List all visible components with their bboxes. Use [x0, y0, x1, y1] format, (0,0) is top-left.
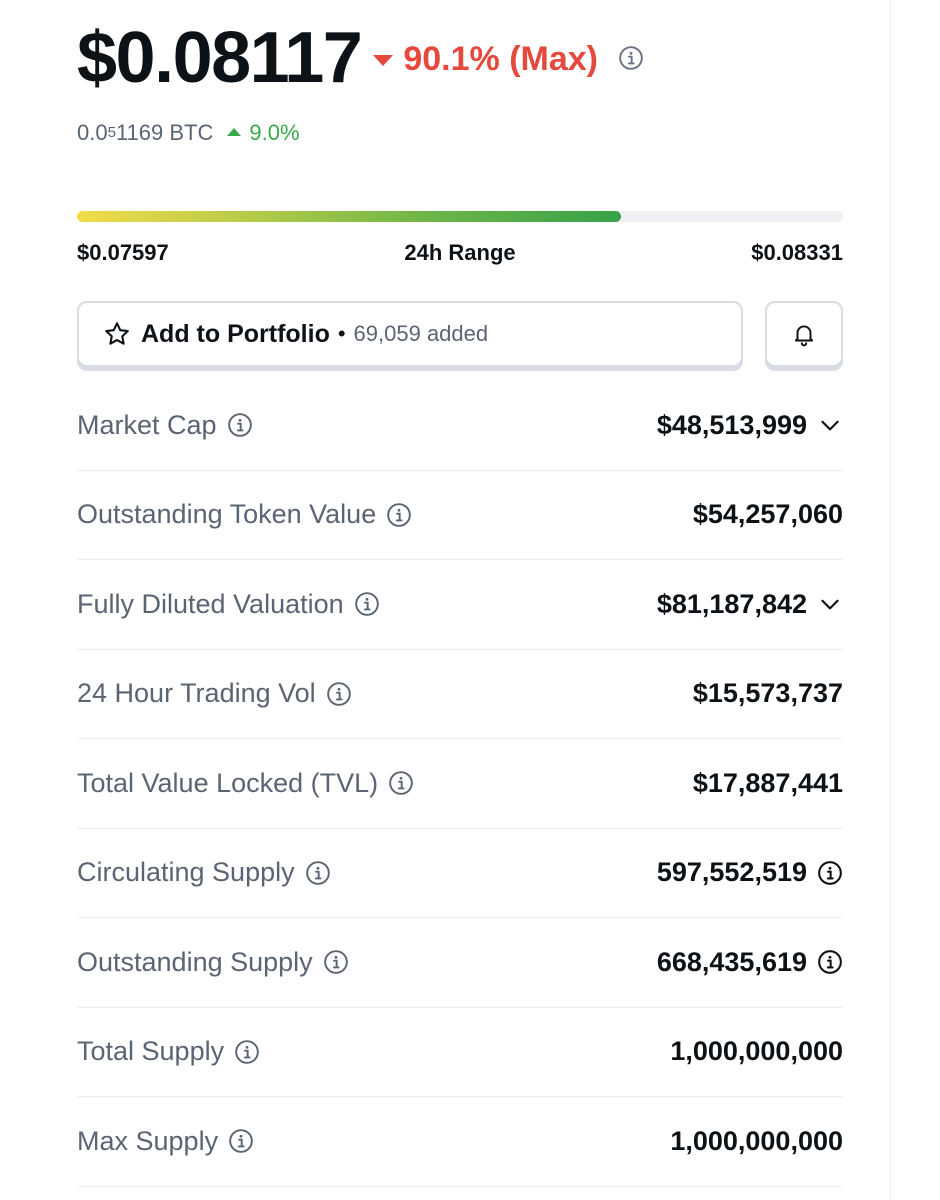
- price-alert-button[interactable]: [765, 301, 843, 367]
- info-icon[interactable]: [388, 770, 414, 796]
- stat-label: Total Supply: [77, 1036, 260, 1067]
- stat-label: Fully Diluted Valuation: [77, 589, 380, 620]
- stat-label-text: Outstanding Token Value: [77, 499, 377, 530]
- chevron-down-icon[interactable]: [817, 412, 843, 438]
- stat-value-text: $48,513,999: [656, 409, 807, 440]
- info-icon[interactable]: [386, 502, 412, 528]
- stat-row: Circulating Supply 597,552,519: [77, 829, 843, 918]
- stat-row: Total Value Locked (TVL) $17,887,441: [77, 739, 843, 829]
- portfolio-separator: •: [337, 321, 346, 346]
- btc-change: 9.0%: [227, 120, 300, 146]
- stat-value-text: 597,552,519: [656, 857, 807, 888]
- stat-value-text: $54,257,060: [692, 499, 843, 530]
- info-icon[interactable]: [817, 860, 843, 886]
- stat-label-text: Outstanding Supply: [77, 946, 313, 977]
- star-icon: [105, 322, 129, 345]
- stat-label: Max Supply: [77, 1126, 254, 1157]
- stat-row: 24 Hour Trading Vol $15,573,737: [77, 650, 843, 739]
- price-change: 90.1% (Max): [373, 40, 598, 79]
- portfolio-label: Add to Portfolio: [141, 319, 330, 348]
- stat-row: Outstanding Token Value $54,257,060: [77, 471, 843, 560]
- btc-price-main: 0.0: [77, 120, 108, 145]
- info-icon[interactable]: [326, 681, 352, 707]
- info-icon[interactable]: [618, 45, 644, 71]
- stat-row: Max Supply 1,000,000,000: [77, 1097, 843, 1187]
- stat-label: Outstanding Token Value: [77, 499, 412, 530]
- stat-value: 1,000,000,000: [670, 1126, 843, 1157]
- stat-label-text: Total Supply: [77, 1036, 225, 1067]
- stat-label: Outstanding Supply: [77, 947, 349, 978]
- price-header: $0.08117 90.1% (Max): [77, 18, 644, 98]
- stat-label-text: Fully Diluted Valuation: [77, 588, 344, 619]
- info-icon[interactable]: [227, 412, 253, 438]
- stat-label-text: Market Cap: [77, 409, 217, 440]
- stat-value: $17,887,441: [693, 768, 843, 799]
- chevron-down-icon[interactable]: [817, 591, 843, 617]
- info-icon[interactable]: [817, 949, 843, 975]
- stat-label-text: Total Value Locked (TVL): [77, 767, 379, 798]
- stat-value-text: $81,187,842: [656, 588, 807, 619]
- range-bar-fill: [77, 211, 621, 222]
- stat-value: $48,513,999: [657, 410, 843, 441]
- caret-up-icon: [227, 128, 242, 136]
- caret-down-icon: [373, 55, 394, 66]
- stat-value: 597,552,519: [657, 857, 843, 888]
- current-price: $0.08117: [77, 18, 363, 98]
- stat-label-text: Max Supply: [77, 1125, 219, 1156]
- info-icon[interactable]: [228, 1128, 254, 1154]
- range-high: $0.08331: [751, 240, 843, 265]
- btc-change-value: 9.0%: [249, 120, 300, 145]
- info-icon[interactable]: [354, 591, 380, 617]
- stat-label: Circulating Supply: [77, 857, 331, 888]
- stat-value-text: 668,435,619: [656, 946, 807, 977]
- stats-list: Market Cap $48,513,999 Outstanding Token V…: [77, 381, 843, 1187]
- range-low: $0.07597: [77, 240, 169, 265]
- stat-label: 24 Hour Trading Vol: [77, 678, 352, 709]
- info-icon[interactable]: [305, 860, 331, 886]
- btc-price: 0.0 5 1169 BTC 9.0%: [77, 120, 300, 146]
- info-icon[interactable]: [323, 949, 349, 975]
- stat-value: $81,187,842: [657, 589, 843, 620]
- stat-label: Market Cap: [77, 410, 253, 441]
- stat-row: Total Supply 1,000,000,000: [77, 1008, 843, 1097]
- stat-value-text: 1,000,000,000: [670, 1036, 843, 1067]
- price-change-value: 90.1% (Max): [403, 39, 598, 78]
- stat-value: 668,435,619: [657, 947, 843, 978]
- stat-row: Outstanding Supply 668,435,619: [77, 918, 843, 1008]
- stat-label-text: 24 Hour Trading Vol: [77, 678, 316, 709]
- stat-value-text: $15,573,737: [692, 678, 843, 709]
- panel-divider: [890, 0, 891, 1200]
- stat-label: Total Value Locked (TVL): [77, 768, 414, 799]
- add-to-portfolio-button[interactable]: Add to Portfolio • 69,059 added: [77, 301, 743, 367]
- info-icon[interactable]: [234, 1039, 260, 1065]
- range-bar: [77, 211, 843, 222]
- stat-value-text: 1,000,000,000: [670, 1125, 843, 1156]
- stat-value: $54,257,060: [693, 499, 843, 530]
- stat-value-text: $17,887,441: [692, 767, 843, 798]
- stat-value: $15,573,737: [693, 678, 843, 709]
- range-label: 24h Range: [404, 240, 516, 265]
- stat-row: Fully Diluted Valuation $81,187,842: [77, 560, 843, 650]
- stat-label-text: Circulating Supply: [77, 857, 295, 888]
- stat-value: 1,000,000,000: [670, 1036, 843, 1067]
- btc-price-rest: 1169 BTC: [115, 120, 214, 145]
- range-labels: $0.07597 24h Range $0.08331: [77, 240, 843, 266]
- bell-icon: [794, 325, 814, 347]
- portfolio-added-count: 69,059 added: [353, 321, 489, 346]
- stat-row: Market Cap $48,513,999: [77, 381, 843, 471]
